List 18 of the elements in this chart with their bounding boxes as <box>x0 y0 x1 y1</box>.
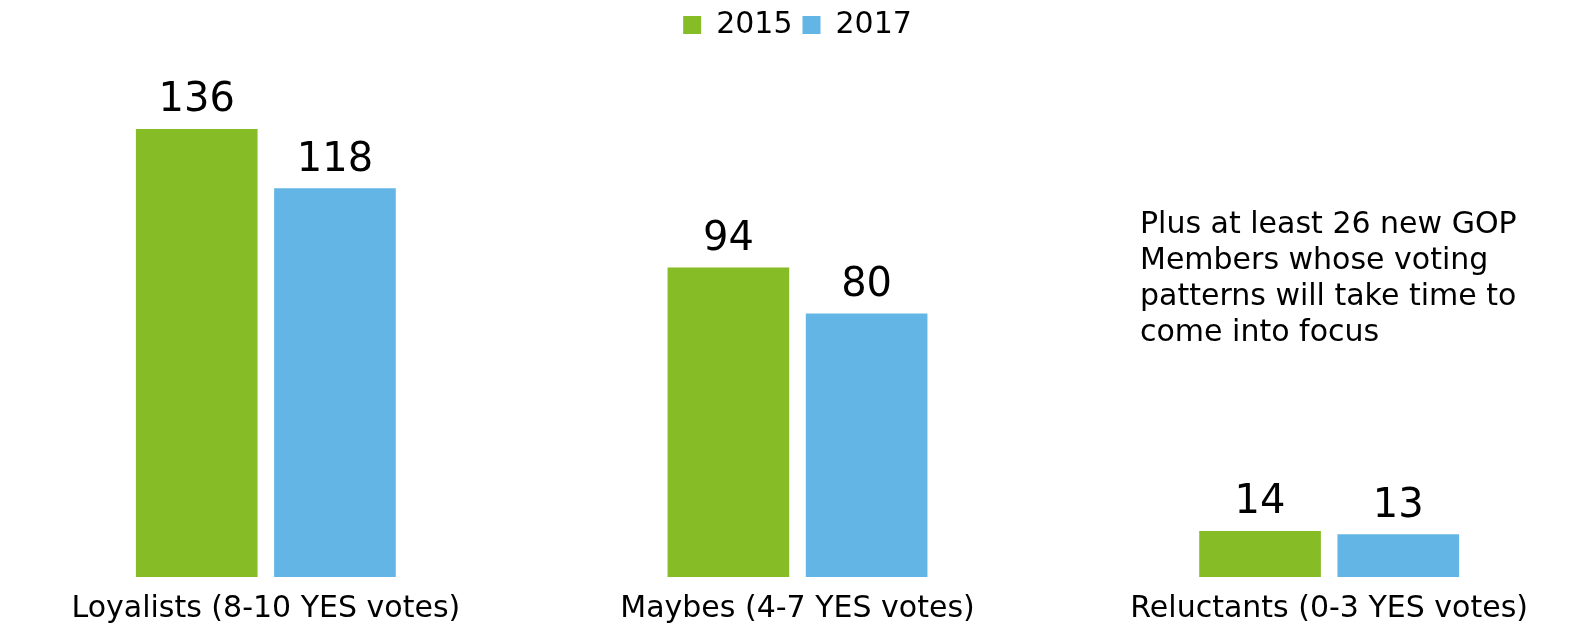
bar <box>1337 534 1460 577</box>
x-tick-label: Reluctants (0-3 YES votes) <box>1130 588 1528 624</box>
bar <box>135 129 258 577</box>
data-label: 94 <box>702 212 754 259</box>
data-label: 80 <box>841 258 893 305</box>
bar <box>274 188 396 577</box>
data-label: 14 <box>1234 476 1286 523</box>
bar <box>805 313 928 577</box>
legend-label: 2015 <box>716 4 793 40</box>
x-tick-label: Maybes (4-7 YES votes) <box>620 588 975 624</box>
data-label: 13 <box>1372 479 1424 526</box>
bar <box>667 267 790 577</box>
bar <box>1199 530 1321 577</box>
data-label: 136 <box>158 74 235 121</box>
data-label: 118 <box>296 133 374 180</box>
annotation: Plus at least 26 new GOP Members whose voting patterns will take time to come into focus <box>1140 205 1518 349</box>
legend-label: 2017 <box>835 4 912 40</box>
x-tick-label: Loyalists (8-10 YES votes) <box>71 588 461 624</box>
